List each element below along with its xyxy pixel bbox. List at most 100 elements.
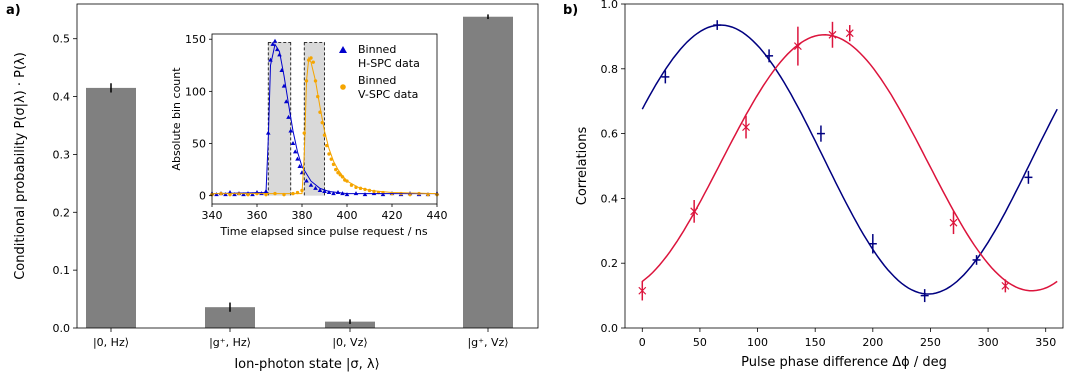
data-point-triangle xyxy=(281,83,287,88)
y-tick-label: 0.2 xyxy=(601,257,619,270)
fit-curve xyxy=(641,34,1058,292)
data-point-triangle xyxy=(270,41,276,46)
y-tick-label: 0.8 xyxy=(601,63,619,76)
data-point-triangle xyxy=(232,192,237,197)
data-point-triangle xyxy=(214,192,219,197)
y-tick-label: 0 xyxy=(199,190,206,203)
data-point-triangle xyxy=(317,187,323,192)
panel-a-bars: |0, Hz⟩ |g⁺, Hz⟩ |0, Vz⟩ |g⁺, Vz⟩ xyxy=(86,14,513,349)
legend-h-line2: H-SPC data xyxy=(358,57,420,70)
panel-b-x-axis-label: Pulse phase difference Δϕ / deg xyxy=(741,355,947,370)
legend-h-line1: Binned xyxy=(358,43,396,56)
x-tick-label: 420 xyxy=(382,209,403,222)
data-point-triangle xyxy=(283,99,289,104)
inset-frame xyxy=(211,33,438,205)
data-point-triangle xyxy=(223,192,228,197)
legend-v-line2: V-SPC data xyxy=(358,88,418,101)
x-tick-label: |0, Vz⟩ xyxy=(332,336,367,349)
y-tick-label: 1.0 xyxy=(601,0,619,11)
panel-a-ticks: 0.0 0.1 0.2 0.3 0.4 0.5 xyxy=(53,33,77,335)
panel-b-plot-frame xyxy=(624,3,1064,329)
fit-line xyxy=(211,43,437,195)
x-tick-label: 440 xyxy=(427,209,448,222)
data-point-triangle xyxy=(295,156,300,161)
data-point-triangle xyxy=(272,38,278,43)
data-point-x xyxy=(793,42,802,51)
panel-a-x-axis-label: Ion-photon state |σ, λ⟩ xyxy=(234,357,379,372)
data-point-triangle xyxy=(290,141,296,146)
data-point-triangle xyxy=(313,185,318,190)
y-tick-label: 0.1 xyxy=(53,264,71,277)
data-point-circle xyxy=(309,56,313,60)
data-point-triangle xyxy=(344,192,350,197)
y-tick-label: 0.5 xyxy=(53,33,71,46)
inset-legend: Binned H-SPC data Binned V-SPC data xyxy=(339,43,420,101)
y-tick-label: 0.3 xyxy=(53,148,71,161)
inset-series xyxy=(209,38,440,197)
y-tick-label: 0.4 xyxy=(53,91,71,104)
data-point-x xyxy=(690,207,699,216)
data-point-x xyxy=(845,29,854,38)
x-tick-label: |g⁺, Hz⟩ xyxy=(209,336,251,349)
panel-a-y-axis-label: Conditional probability P(σ|λ) · P(λ) xyxy=(13,52,28,280)
inset-ticks: 340 360 380 400 420 440 0 50 100 150 xyxy=(185,33,448,222)
data-point-triangle xyxy=(297,163,303,168)
data-point-x xyxy=(828,30,837,39)
legend-triangle-marker xyxy=(339,46,347,53)
x-tick-label: 200 xyxy=(862,336,883,349)
data-point-x xyxy=(742,123,750,132)
data-point-triangle xyxy=(308,182,314,187)
data-point-triangle xyxy=(286,114,291,119)
bar xyxy=(325,321,375,328)
data-point-triangle xyxy=(331,191,336,196)
bar xyxy=(463,16,513,328)
y-tick-label: 150 xyxy=(185,33,206,46)
data-point-triangle xyxy=(241,192,246,197)
data-point-circle xyxy=(311,60,315,64)
inset-y-axis-label: Absolute bin count xyxy=(170,67,183,171)
legend-v-line1: Binned xyxy=(358,74,396,87)
data-point-triangle xyxy=(322,188,327,193)
panel-a-label: a) xyxy=(6,3,21,18)
y-tick-label: 50 xyxy=(192,138,206,151)
x-tick-label: 360 xyxy=(247,209,268,222)
data-point-circle xyxy=(336,171,340,175)
x-tick-label: 0 xyxy=(639,336,646,349)
panel-b-y-axis-label: Correlations xyxy=(575,127,590,206)
y-tick-label: 0.2 xyxy=(53,206,71,219)
y-tick-label: 100 xyxy=(185,85,206,98)
y-tick-label: 0.0 xyxy=(53,322,71,335)
legend-circle-marker xyxy=(340,84,346,90)
data-point-triangle xyxy=(250,192,255,197)
data-point-circle xyxy=(327,152,331,156)
x-tick-label: |0, Hz⟩ xyxy=(93,336,129,349)
x-tick-label: 300 xyxy=(978,336,999,349)
bar xyxy=(86,87,136,329)
x-tick-label: 380 xyxy=(292,209,313,222)
bar xyxy=(205,307,255,328)
x-tick-label: 150 xyxy=(805,336,826,349)
data-point-circle xyxy=(334,167,338,172)
x-tick-label: 350 xyxy=(1035,336,1056,349)
panel-b-ticks: 0 50 100 150 200 250 300 350 0.0 0.2 0.4 0.6 0.8 1.0 xyxy=(601,0,1057,349)
data-point-x xyxy=(638,286,647,295)
y-tick-label: 0.6 xyxy=(601,128,619,141)
inset-x-axis-label: Time elapsed since pulse request / ns xyxy=(219,225,428,238)
x-tick-label: 340 xyxy=(202,209,223,222)
data-point-triangle xyxy=(326,190,332,195)
panel-b-label: b) xyxy=(563,3,578,18)
panel-b-series xyxy=(638,20,1058,303)
fit-curve xyxy=(641,24,1058,295)
data-point-triangle xyxy=(292,149,298,154)
shaded-window xyxy=(268,42,291,196)
data-point-x xyxy=(1001,281,1010,290)
x-tick-label: |g⁺, Vz⟩ xyxy=(467,336,508,349)
panel-a: a) 0.00.10.20.30.40.5 |0, Hz⟩ |g⁺, Hz⟩ |0,… xyxy=(6,3,539,372)
shaded-window xyxy=(304,42,325,196)
inset-chart: 340 360 380 400 420 440 0 50 100 150 Time elapsed… xyxy=(170,33,448,238)
fit-line xyxy=(212,56,438,195)
x-tick-label: 250 xyxy=(920,336,941,349)
data-point-triangle xyxy=(288,128,294,133)
data-point-triangle xyxy=(362,192,368,197)
